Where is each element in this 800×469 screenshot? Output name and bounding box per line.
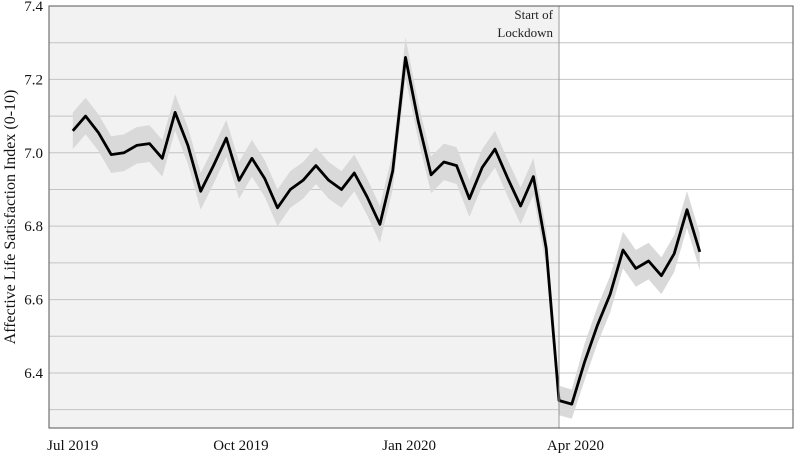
pre-lockdown-shading	[49, 6, 560, 428]
lockdown-annotation: Start of Lockdown	[497, 7, 553, 40]
y-tick-label: 6.6	[24, 293, 43, 309]
plot-frame	[48, 5, 794, 429]
data-line	[71, 56, 702, 406]
y-tick-label: 7.4	[24, 0, 43, 15]
y-tick-label: 7.0	[24, 146, 43, 162]
y-tick-label: 6.8	[24, 219, 43, 235]
y-axis-ticks: 6.4 6.6 6.8 7.0 7.2 7.4	[24, 0, 43, 382]
y-axis-title: Affective Life Satisfaction Index (0-10)	[2, 90, 19, 345]
x-tick-label: Oct 2019	[213, 438, 268, 454]
y-tick-label: 7.2	[24, 72, 43, 88]
series-line	[71, 56, 702, 406]
y-tick-label: 6.4	[24, 366, 43, 382]
lockdown-label-line1: Start of	[514, 7, 553, 22]
x-tick-label: Apr 2020	[547, 438, 604, 454]
plot-border	[48, 5, 794, 429]
x-tick-label: Jul 2019	[47, 438, 98, 454]
plot-background	[49, 6, 560, 428]
confidence-band	[72, 37, 700, 419]
x-axis-ticks: Jul 2019 Oct 2019 Jan 2020 Apr 2020	[47, 438, 604, 454]
lockdown-label-line2: Lockdown	[497, 25, 553, 40]
confidence-band-area	[72, 37, 700, 419]
x-tick-label: Jan 2020	[382, 438, 436, 454]
